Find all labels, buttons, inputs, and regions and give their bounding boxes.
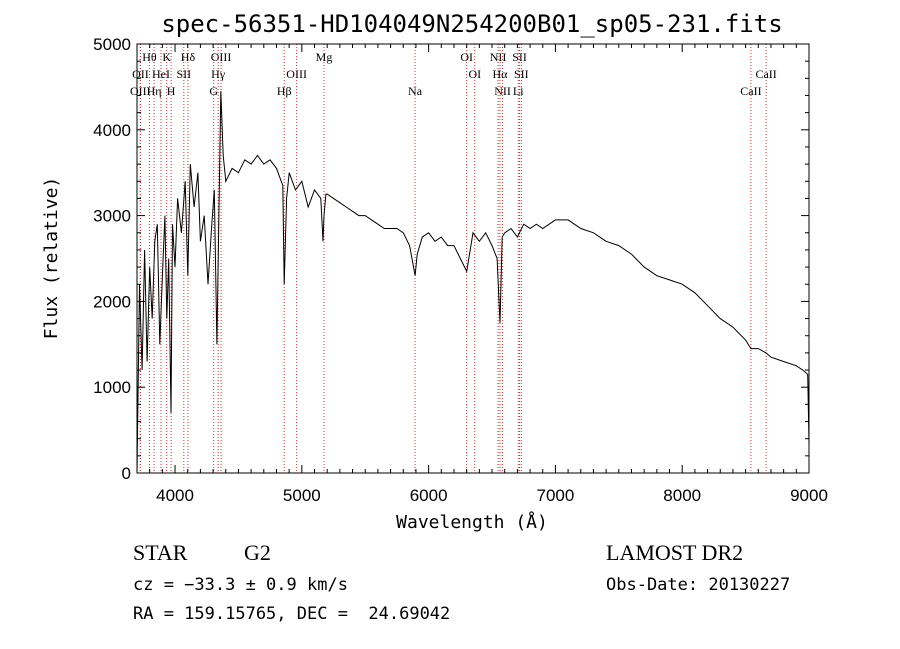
spectral-line-label: K [162, 50, 171, 64]
spectral-line-label: CaII [755, 67, 776, 81]
spectral-line-label: Hθ [142, 50, 157, 64]
spectral-line-label: OIII [211, 50, 232, 64]
chart-title: spec-56351-HD104049N254200B01_sp05-231.f… [161, 10, 782, 38]
spectral-line-label: Na [408, 84, 423, 98]
spectrum-line [136, 91, 810, 474]
survey-label: LAMOST DR2 [606, 540, 743, 565]
spectral-line-label: SII [176, 67, 191, 81]
object-type-label: STAR [133, 540, 188, 565]
x-tick-label: 6000 [410, 486, 448, 505]
spectral-line-label: Hδ [181, 50, 196, 64]
y-tick-label: 4000 [93, 121, 131, 140]
spectral-line-label: OI [460, 50, 473, 64]
x-tick-label: 5000 [283, 486, 321, 505]
y-tick-label: 2000 [93, 292, 131, 311]
y-axis-label: Flux (relative) [41, 177, 62, 340]
x-tick-label: 7000 [537, 486, 575, 505]
y-tick-label: 5000 [93, 35, 131, 54]
redshift-label: cz = −33.3 ± 0.9 km/s [133, 575, 348, 595]
spectral-line-label: HeI [152, 67, 170, 81]
y-axis-ticks: 0 1000 2000 3000 4000 5000 [93, 35, 809, 483]
spectral-line-label: NII [490, 50, 507, 64]
x-tick-label: 4000 [156, 486, 194, 505]
spectral-line-label: Hη [147, 84, 162, 98]
x-tick-label: 9000 [790, 486, 828, 505]
x-tick-label: 8000 [663, 486, 701, 505]
subclass-label: G2 [244, 540, 271, 565]
plot-frame [136, 43, 810, 474]
spectral-line-label: CaII [740, 84, 761, 98]
spectral-line-label: OIII [286, 67, 307, 81]
spectral-line-label: H [167, 84, 176, 98]
spectral-line-label: SII [514, 67, 529, 81]
spectral-line-label: Hβ [277, 84, 292, 98]
spectral-line-label: Mg [316, 50, 333, 64]
y-tick-label: 1000 [93, 378, 131, 397]
spectral-line-label: SII [512, 50, 527, 64]
y-tick-label: 3000 [93, 207, 131, 226]
spectral-line-label: Hα [493, 67, 509, 81]
obs-date-label: Obs-Date: 20130227 [606, 575, 790, 595]
y-tick-label: 0 [122, 464, 131, 483]
spectral-line-label: OIII [130, 84, 151, 98]
spectral-line-label: Hγ [211, 67, 226, 81]
coords-label: RA = 159.15765, DEC = 24.69042 [133, 604, 450, 624]
spectral-line-label: OI [468, 67, 481, 81]
x-axis-label: Wavelength (Å) [396, 511, 548, 533]
spectral-line-label: G [209, 84, 218, 98]
x-axis-ticks: 4000 5000 6000 7000 8000 9000 [136, 44, 828, 505]
spectral-line-label: NII [494, 84, 511, 98]
spectral-line-label: Li [513, 84, 524, 98]
